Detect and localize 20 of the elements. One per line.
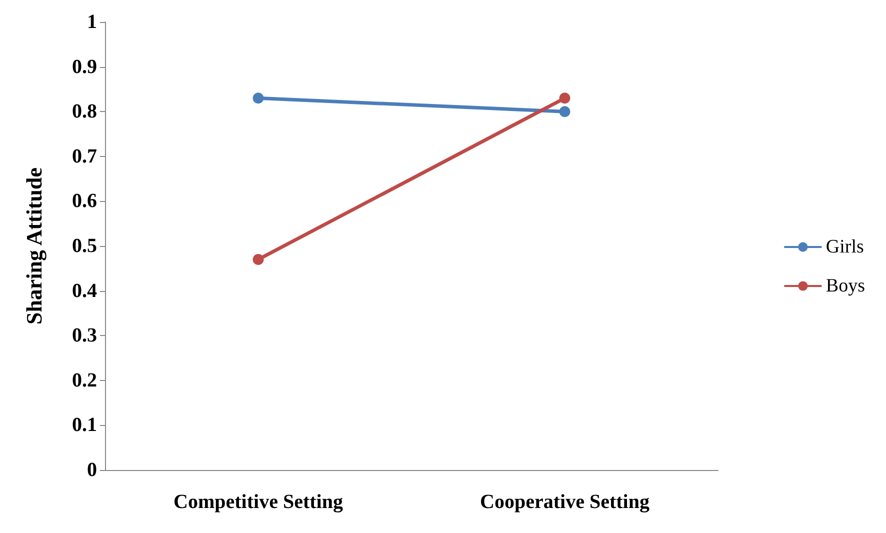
y-tick-label: 0.5 xyxy=(72,235,97,257)
y-tick-label: 0.8 xyxy=(72,100,97,123)
y-tick-label: 0.9 xyxy=(72,56,97,78)
x-tick-label: Cooperative Setting xyxy=(480,491,650,513)
legend-label: Boys xyxy=(826,276,866,296)
y-tick-label: 1 xyxy=(87,11,97,33)
point xyxy=(252,92,264,104)
y-tick-label: 0.1 xyxy=(72,414,97,436)
point xyxy=(252,254,264,265)
y-tick-label: 0.3 xyxy=(72,324,97,347)
y-tick-label: 0.6 xyxy=(72,190,97,212)
x-tick-label: Competitive Setting xyxy=(174,491,343,513)
y-tick-label: 0 xyxy=(87,459,97,481)
point xyxy=(559,106,570,118)
y-axis-title: Sharing Attitude xyxy=(22,167,46,325)
legend-label: Girls xyxy=(826,236,864,258)
y-tick-label: 0.7 xyxy=(72,145,97,168)
point xyxy=(559,92,570,104)
y-tick-label: 0.2 xyxy=(72,369,97,392)
y-tick-label: 0.4 xyxy=(72,280,97,302)
